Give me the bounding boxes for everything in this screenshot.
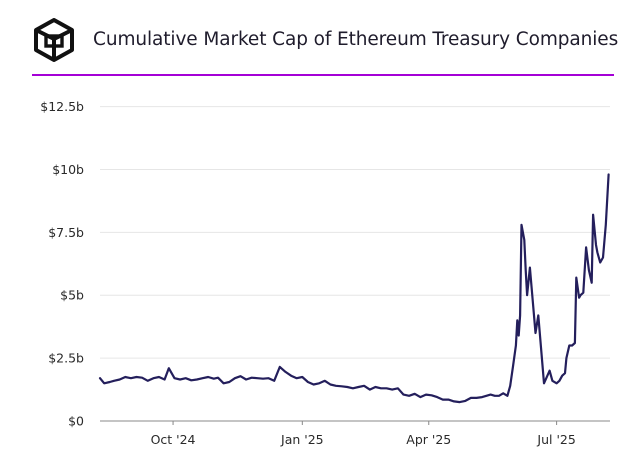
- x-tick-label: Apr '25: [406, 432, 451, 447]
- y-tick-label: $10b: [52, 162, 84, 177]
- x-axis: Oct '24 Jan '25 Apr '25 Jul '25: [151, 421, 576, 447]
- series-layer: [98, 173, 610, 404]
- y-tick-label: $2.5b: [48, 351, 84, 366]
- y-tick-label: $12.5b: [40, 99, 84, 114]
- y-axis: $0 $2.5b $5b $7.5b $10b $12.5b: [40, 99, 84, 428]
- series-line: [98, 173, 610, 404]
- cube-logo-icon: [34, 18, 74, 62]
- chart-header: Cumulative Market Cap of Ethereum Treasu…: [0, 0, 635, 76]
- y-tick-label: $0: [68, 414, 84, 429]
- grid-lines: [100, 106, 610, 422]
- chart-title: Cumulative Market Cap of Ethereum Treasu…: [93, 29, 619, 50]
- y-tick-label: $5b: [60, 288, 84, 303]
- x-tick-label: Oct '24: [151, 432, 196, 447]
- y-tick-label: $7.5b: [48, 225, 84, 240]
- x-tick-label: Jul '25: [536, 432, 575, 447]
- header-divider: [32, 74, 614, 76]
- x-tick-label: Jan '25: [280, 432, 324, 447]
